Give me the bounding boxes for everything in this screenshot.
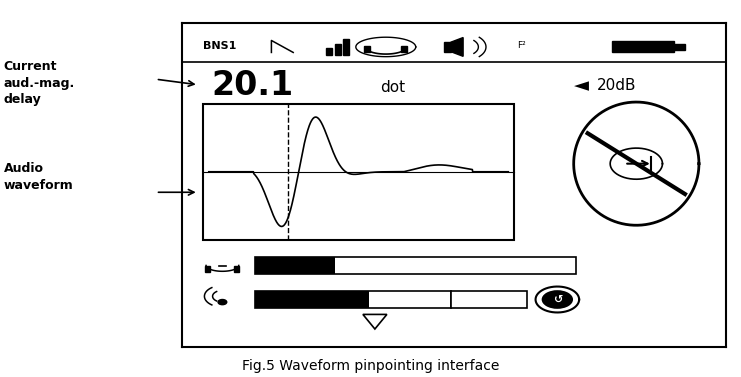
- Bar: [255, 291, 370, 308]
- Text: 20.1: 20.1: [211, 69, 293, 102]
- Bar: [451, 291, 528, 308]
- Bar: [234, 267, 239, 272]
- Bar: [205, 267, 210, 272]
- Bar: [335, 44, 341, 55]
- Bar: [255, 291, 451, 308]
- Text: Fig.5 Waveform pinpointing interface: Fig.5 Waveform pinpointing interface: [242, 359, 499, 373]
- Bar: [255, 257, 576, 274]
- Text: Current
aud.-mag.
delay: Current aud.-mag. delay: [4, 60, 75, 106]
- Text: F²: F²: [517, 41, 526, 51]
- Text: Audio
waveform: Audio waveform: [4, 162, 73, 192]
- Bar: [401, 46, 407, 52]
- Bar: [444, 42, 451, 52]
- Bar: [364, 46, 370, 52]
- Bar: [674, 44, 685, 50]
- Circle shape: [218, 299, 227, 305]
- Bar: [343, 39, 349, 55]
- Text: dot: dot: [380, 80, 405, 95]
- Text: ◄: ◄: [574, 77, 588, 95]
- Circle shape: [542, 290, 573, 309]
- Bar: [203, 104, 514, 240]
- Bar: [612, 41, 674, 52]
- Text: BNS1: BNS1: [203, 41, 236, 51]
- Polygon shape: [451, 38, 463, 56]
- Text: 20dB: 20dB: [597, 78, 636, 93]
- Bar: [255, 257, 336, 274]
- Text: ↺: ↺: [553, 294, 562, 305]
- Bar: [326, 48, 332, 55]
